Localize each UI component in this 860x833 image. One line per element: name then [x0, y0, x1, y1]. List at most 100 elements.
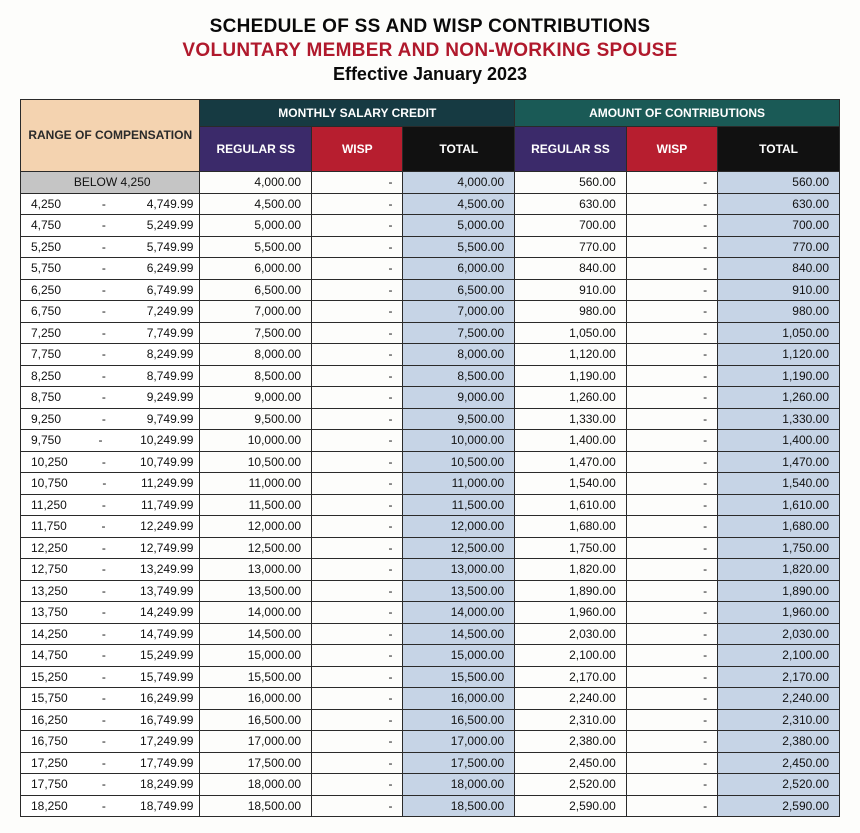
cell-msc-total: 6,500.00 [403, 279, 515, 301]
cell-msc-regss: 15,000.00 [200, 645, 312, 667]
cell-aoc-wisp: - [626, 279, 717, 301]
table-row: 9,750-10,249.9910,000.00-10,000.001,400.… [21, 430, 840, 452]
cell-msc-total: 18,000.00 [403, 774, 515, 796]
cell-msc-regss: 9,500.00 [200, 408, 312, 430]
cell-msc-total: 8,000.00 [403, 344, 515, 366]
cell-aoc-total: 1,260.00 [718, 387, 840, 409]
cell-aoc-regss: 1,540.00 [515, 473, 627, 495]
cell-msc-wisp: - [312, 795, 403, 817]
cell-msc-regss: 7,000.00 [200, 301, 312, 323]
cell-aoc-regss: 700.00 [515, 215, 627, 237]
cell-aoc-regss: 1,680.00 [515, 516, 627, 538]
table-row: 8,250-8,749.998,500.00-8,500.001,190.00-… [21, 365, 840, 387]
cell-range: 4,250-4,749.99 [21, 193, 200, 215]
cell-msc-regss: 16,500.00 [200, 709, 312, 731]
cell-aoc-wisp: - [626, 451, 717, 473]
cell-aoc-wisp: - [626, 602, 717, 624]
cell-aoc-wisp: - [626, 752, 717, 774]
cell-aoc-regss: 1,890.00 [515, 580, 627, 602]
cell-msc-wisp: - [312, 559, 403, 581]
cell-range: 10,250-10,749.99 [21, 451, 200, 473]
cell-aoc-total: 1,750.00 [718, 537, 840, 559]
cell-aoc-regss: 840.00 [515, 258, 627, 280]
cell-aoc-regss: 1,470.00 [515, 451, 627, 473]
cell-aoc-wisp: - [626, 709, 717, 731]
cell-aoc-total: 1,330.00 [718, 408, 840, 430]
cell-msc-regss: 8,000.00 [200, 344, 312, 366]
cell-msc-wisp: - [312, 666, 403, 688]
table-row: 5,750-6,249.996,000.00-6,000.00840.00-84… [21, 258, 840, 280]
cell-msc-regss: 6,500.00 [200, 279, 312, 301]
hdr-range: RANGE OF COMPENSATION [21, 100, 200, 172]
cell-range: 17,750-18,249.99 [21, 774, 200, 796]
cell-aoc-total: 700.00 [718, 215, 840, 237]
cell-aoc-total: 2,030.00 [718, 623, 840, 645]
cell-msc-regss: 14,000.00 [200, 602, 312, 624]
cell-range: 4,750-5,249.99 [21, 215, 200, 237]
title-line-3: Effective January 2023 [20, 64, 840, 85]
cell-msc-regss: 5,500.00 [200, 236, 312, 258]
cell-aoc-total: 1,820.00 [718, 559, 840, 581]
cell-aoc-wisp: - [626, 666, 717, 688]
cell-msc-regss: 16,000.00 [200, 688, 312, 710]
cell-aoc-regss: 1,960.00 [515, 602, 627, 624]
cell-msc-total: 5,500.00 [403, 236, 515, 258]
table-body: BELOW 4,2504,000.00-4,000.00560.00-560.0… [21, 172, 840, 817]
cell-aoc-total: 1,120.00 [718, 344, 840, 366]
cell-aoc-regss: 1,400.00 [515, 430, 627, 452]
cell-msc-total: 6,000.00 [403, 258, 515, 280]
table-row: 8,750-9,249.999,000.00-9,000.001,260.00-… [21, 387, 840, 409]
cell-aoc-total: 1,190.00 [718, 365, 840, 387]
table-row: 16,250-16,749.9916,500.00-16,500.002,310… [21, 709, 840, 731]
table-row: BELOW 4,2504,000.00-4,000.00560.00-560.0… [21, 172, 840, 194]
hdr-aoc-regss: REGULAR SS [515, 127, 627, 172]
table-row: 4,250-4,749.994,500.00-4,500.00630.00-63… [21, 193, 840, 215]
hdr-msc-regss: REGULAR SS [200, 127, 312, 172]
cell-msc-regss: 12,500.00 [200, 537, 312, 559]
cell-aoc-regss: 980.00 [515, 301, 627, 323]
cell-range: 9,750-10,249.99 [21, 430, 200, 452]
cell-range: 8,250-8,749.99 [21, 365, 200, 387]
cell-msc-wisp: - [312, 215, 403, 237]
table-row: 4,750-5,249.995,000.00-5,000.00700.00-70… [21, 215, 840, 237]
hdr-range-label: RANGE OF COMPENSATION [28, 128, 192, 142]
cell-msc-wisp: - [312, 752, 403, 774]
cell-range: BELOW 4,250 [21, 172, 200, 194]
cell-msc-total: 5,000.00 [403, 215, 515, 237]
cell-aoc-wisp: - [626, 795, 717, 817]
cell-aoc-total: 2,240.00 [718, 688, 840, 710]
hdr-aoc-wisp: WISP [626, 127, 717, 172]
cell-msc-total: 4,000.00 [403, 172, 515, 194]
cell-msc-wisp: - [312, 731, 403, 753]
cell-range: 7,750-8,249.99 [21, 344, 200, 366]
cell-range: 7,250-7,749.99 [21, 322, 200, 344]
cell-aoc-total: 2,520.00 [718, 774, 840, 796]
hdr-msc-total: TOTAL [403, 127, 515, 172]
cell-range: 5,750-6,249.99 [21, 258, 200, 280]
table-row: 13,250-13,749.9913,500.00-13,500.001,890… [21, 580, 840, 602]
table-row: 5,250-5,749.995,500.00-5,500.00770.00-77… [21, 236, 840, 258]
cell-aoc-total: 1,540.00 [718, 473, 840, 495]
cell-msc-regss: 5,000.00 [200, 215, 312, 237]
cell-aoc-total: 1,890.00 [718, 580, 840, 602]
cell-aoc-wisp: - [626, 537, 717, 559]
cell-aoc-total: 560.00 [718, 172, 840, 194]
cell-msc-total: 9,000.00 [403, 387, 515, 409]
cell-msc-wisp: - [312, 408, 403, 430]
cell-msc-regss: 17,000.00 [200, 731, 312, 753]
cell-msc-total: 12,500.00 [403, 537, 515, 559]
cell-msc-total: 13,000.00 [403, 559, 515, 581]
cell-msc-total: 8,500.00 [403, 365, 515, 387]
title-line-1: SCHEDULE OF SS AND WISP CONTRIBUTIONS [20, 16, 840, 38]
cell-aoc-total: 630.00 [718, 193, 840, 215]
table-row: 14,750-15,249.9915,000.00-15,000.002,100… [21, 645, 840, 667]
cell-msc-wisp: - [312, 365, 403, 387]
cell-aoc-wisp: - [626, 473, 717, 495]
cell-msc-wisp: - [312, 774, 403, 796]
cell-aoc-wisp: - [626, 172, 717, 194]
table-row: 6,750-7,249.997,000.00-7,000.00980.00-98… [21, 301, 840, 323]
cell-msc-wisp: - [312, 344, 403, 366]
table-row: 12,750-13,249.9913,000.00-13,000.001,820… [21, 559, 840, 581]
cell-aoc-regss: 1,050.00 [515, 322, 627, 344]
cell-range: 16,250-16,749.99 [21, 709, 200, 731]
